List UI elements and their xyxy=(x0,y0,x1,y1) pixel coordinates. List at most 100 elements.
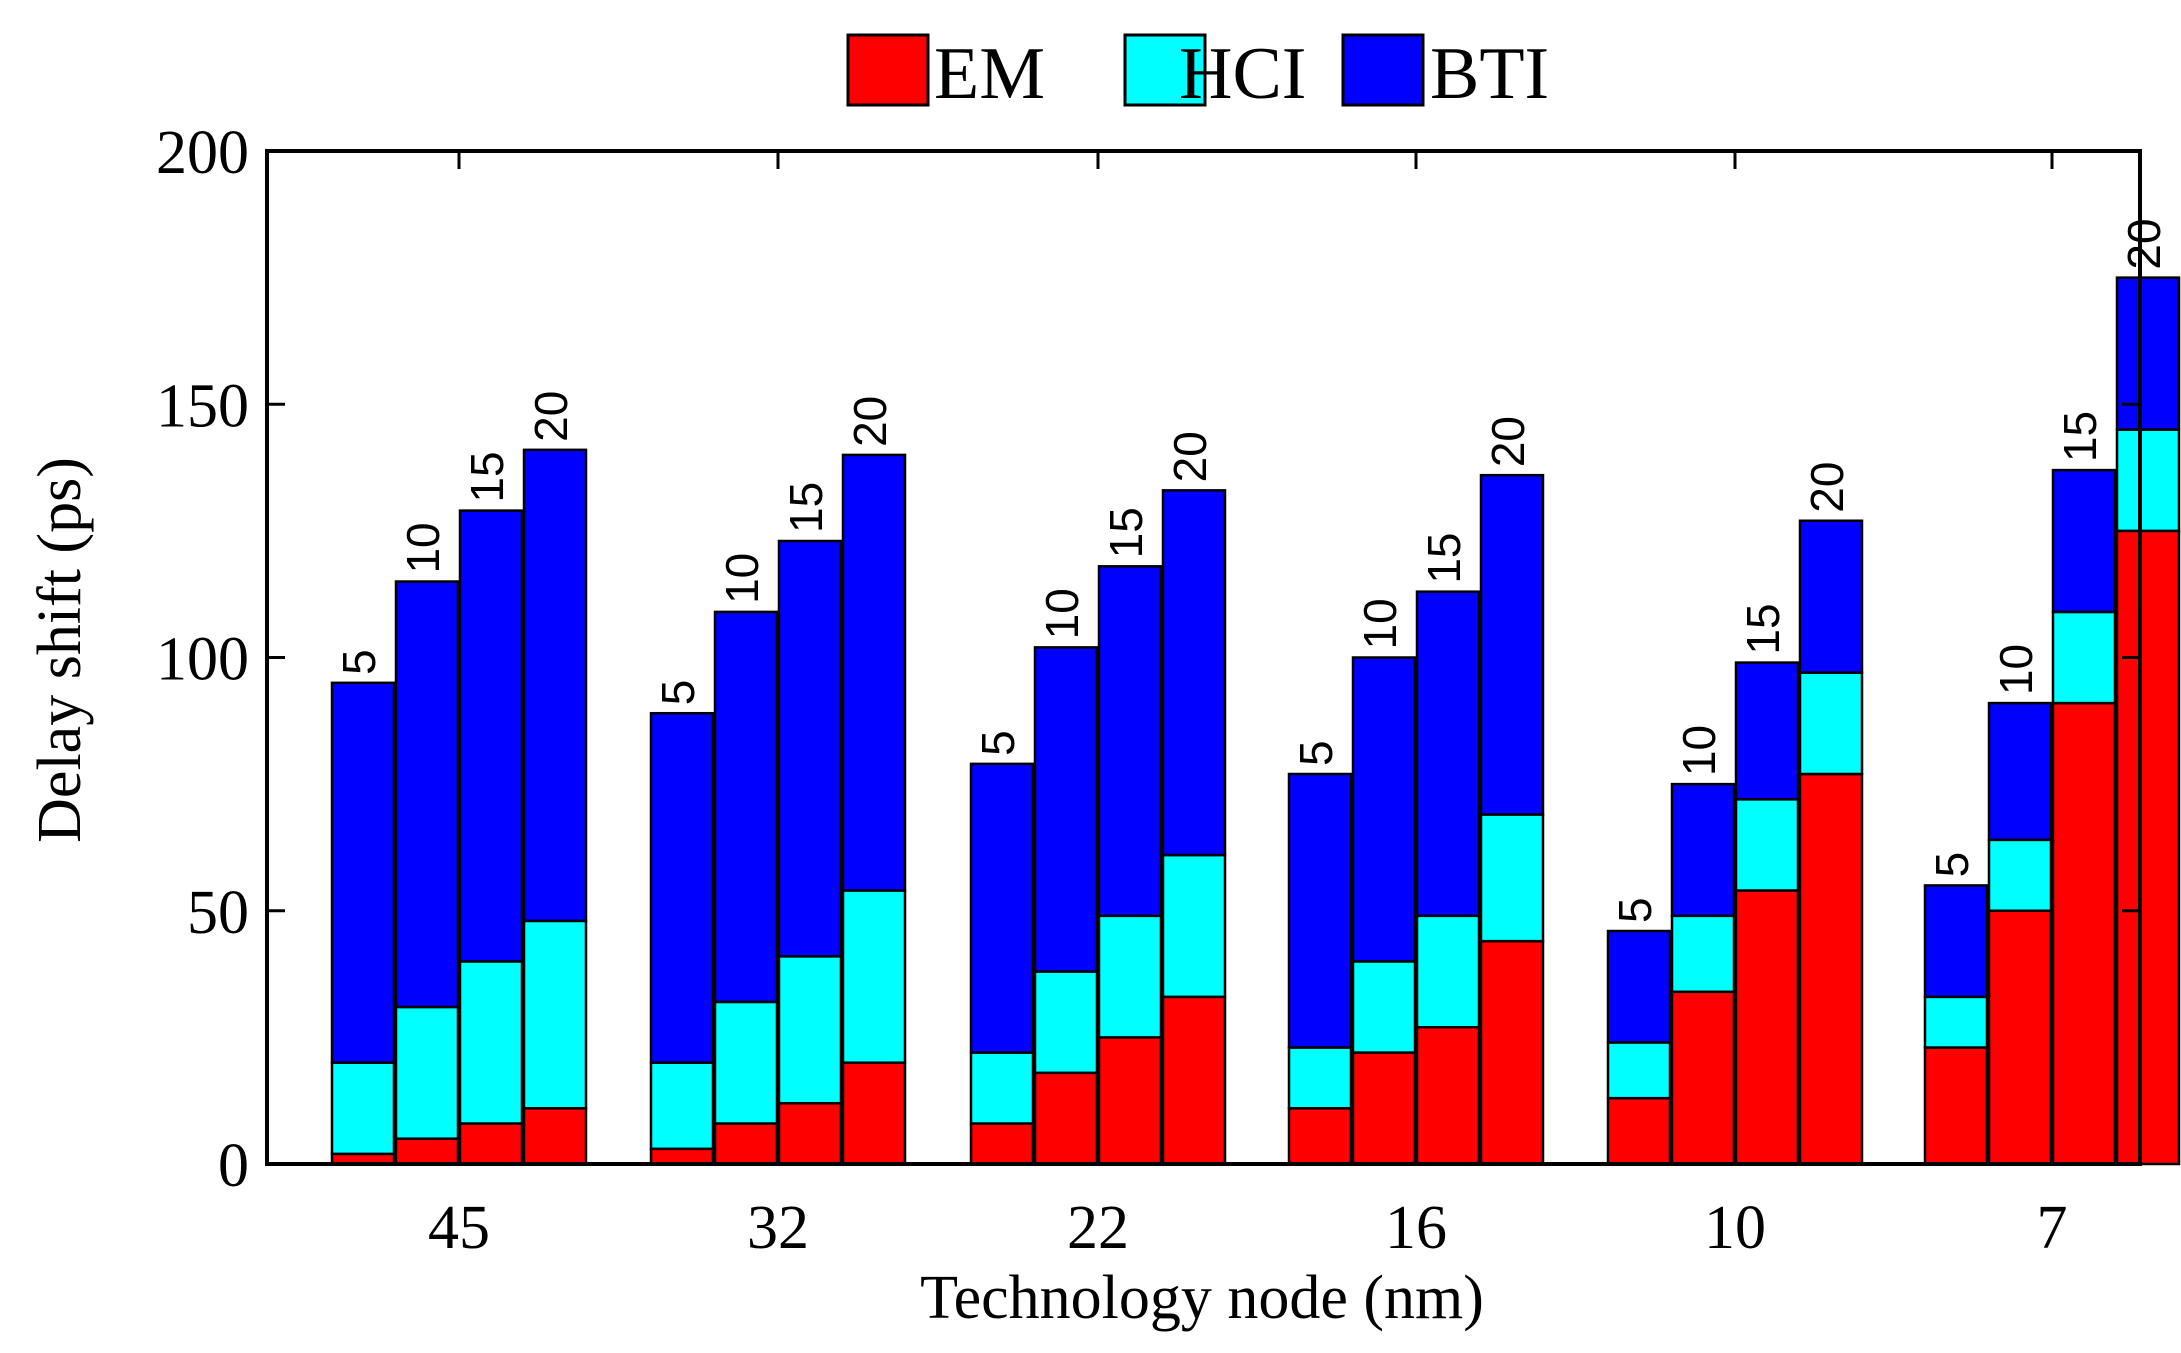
bar-bti-16nm-10 xyxy=(1351,656,1417,963)
bar-label-7nm-10: 10 xyxy=(1990,644,2042,695)
bar-label-10nm-5: 5 xyxy=(1609,897,1661,923)
bar-em-32nm-15 xyxy=(777,1101,843,1166)
bar-hci-16nm-15 xyxy=(1415,914,1481,1029)
bar-em-10nm-15 xyxy=(1734,889,1800,1166)
bar-hci-32nm-15 xyxy=(777,955,843,1105)
bar-label-7nm-15: 15 xyxy=(2054,411,2106,462)
bar-em-45nm-20 xyxy=(522,1107,588,1166)
legend-swatch-hci xyxy=(1123,33,1207,107)
bar-label-22nm-10: 10 xyxy=(1036,588,1088,639)
bar-hci-22nm-10 xyxy=(1033,970,1099,1075)
bar-hci-45nm-20 xyxy=(522,919,588,1110)
bar-bti-10nm-5 xyxy=(1606,929,1672,1044)
bar-bti-45nm-10 xyxy=(394,580,460,1009)
bar-bti-22nm-15 xyxy=(1097,565,1163,918)
bar-bti-32nm-15 xyxy=(777,539,843,958)
y-tick-label: 200 xyxy=(156,119,249,187)
bar-em-32nm-10 xyxy=(713,1122,779,1166)
bar-em-32nm-20 xyxy=(841,1061,907,1166)
bar-label-32nm-10: 10 xyxy=(716,553,768,604)
bar-bti-45nm-20 xyxy=(522,448,588,923)
x-axis: 45 32 22 16 10 7 xyxy=(428,151,2068,1262)
bar-label-22nm-5: 5 xyxy=(972,730,1024,756)
bar-label-10nm-20: 20 xyxy=(1801,462,1853,513)
bar-bti-22nm-20 xyxy=(1161,489,1227,857)
y-axis: 0 50 100 150 200 xyxy=(156,119,2140,1200)
bar-em-7nm-10 xyxy=(1987,909,2053,1166)
bar-hci-16nm-5 xyxy=(1287,1046,1353,1110)
bar-labels: 5101520510152051015205101520510152051015… xyxy=(333,218,2170,923)
bar-hci-7nm-5 xyxy=(1923,995,1989,1049)
bar-label-16nm-5: 5 xyxy=(1290,740,1342,766)
bar-bti-7nm-5 xyxy=(1923,884,1989,999)
x-tick-label-45: 45 xyxy=(428,1194,490,1262)
x-tick-label-10: 10 xyxy=(1704,1194,1766,1262)
bar-hci-45nm-15 xyxy=(458,960,524,1125)
bar-hci-10nm-15 xyxy=(1734,798,1800,892)
bar-hci-22nm-15 xyxy=(1097,914,1163,1039)
bar-bti-45nm-5 xyxy=(330,681,396,1064)
bar-em-10nm-10 xyxy=(1670,990,1736,1166)
bar-label-22nm-15: 15 xyxy=(1100,507,1152,558)
bar-em-7nm-5 xyxy=(1923,1046,1989,1166)
legend: EM HCI BTI xyxy=(846,33,1549,115)
bar-hci-32nm-20 xyxy=(841,889,907,1064)
bar-hci-16nm-20 xyxy=(1479,813,1545,943)
bar-bti-16nm-20 xyxy=(1479,473,1545,816)
bar-bti-7nm-20 xyxy=(2115,276,2181,431)
bar-hci-10nm-20 xyxy=(1798,671,1864,776)
bar-em-45nm-15 xyxy=(458,1122,524,1166)
bar-label-7nm-5: 5 xyxy=(1926,852,1978,878)
bar-em-22nm-10 xyxy=(1033,1071,1099,1166)
bar-hci-45nm-10 xyxy=(394,1005,460,1140)
bar-em-16nm-15 xyxy=(1415,1025,1481,1166)
bar-em-45nm-10 xyxy=(394,1137,460,1166)
bar-hci-10nm-5 xyxy=(1606,1041,1672,1100)
bar-label-32nm-5: 5 xyxy=(652,680,704,706)
bars xyxy=(330,276,2181,1166)
bar-bti-16nm-15 xyxy=(1415,590,1481,918)
legend-label-em: EM xyxy=(934,33,1045,115)
legend-swatch-bti xyxy=(1341,33,1425,107)
x-axis-label: Technology node (nm) xyxy=(920,1264,1484,1332)
bar-bti-22nm-5 xyxy=(969,762,1035,1054)
bar-bti-10nm-20 xyxy=(1798,519,1864,674)
bar-bti-32nm-10 xyxy=(713,610,779,1004)
x-tick-label-7: 7 xyxy=(2037,1194,2068,1262)
bar-bti-16nm-5 xyxy=(1287,772,1353,1049)
bar-em-16nm-20 xyxy=(1479,939,1545,1166)
bar-label-45nm-10: 10 xyxy=(397,522,449,573)
bar-bti-10nm-10 xyxy=(1670,782,1736,918)
bar-hci-10nm-10 xyxy=(1670,914,1736,994)
bar-hci-45nm-5 xyxy=(330,1061,396,1156)
bar-label-45nm-15: 15 xyxy=(461,451,513,502)
x-tick-label-32: 32 xyxy=(747,1194,809,1262)
y-tick-label: 100 xyxy=(156,626,249,694)
legend-label-hci: HCI xyxy=(1179,33,1306,115)
bar-label-32nm-20: 20 xyxy=(844,396,896,447)
bar-em-32nm-5 xyxy=(649,1147,715,1166)
bar-em-7nm-20 xyxy=(2115,529,2181,1166)
legend-swatch-em xyxy=(846,33,930,107)
bar-em-10nm-20 xyxy=(1798,772,1864,1166)
bar-em-22nm-5 xyxy=(969,1122,1035,1166)
bar-label-16nm-20: 20 xyxy=(1482,416,1534,467)
x-tick-label-22: 22 xyxy=(1067,1194,1129,1262)
bar-bti-32nm-20 xyxy=(841,453,907,892)
y-tick-label: 0 xyxy=(218,1132,249,1200)
bar-hci-7nm-20 xyxy=(2115,428,2181,533)
bar-em-16nm-5 xyxy=(1287,1107,1353,1166)
bar-em-7nm-15 xyxy=(2051,701,2117,1166)
bar-bti-7nm-15 xyxy=(2051,468,2117,614)
bar-label-16nm-10: 10 xyxy=(1354,598,1406,649)
bar-label-32nm-15: 15 xyxy=(780,482,832,533)
bar-label-45nm-5: 5 xyxy=(333,649,385,675)
plot-frame xyxy=(265,149,2142,1166)
bar-hci-32nm-10 xyxy=(713,1000,779,1125)
bar-bti-22nm-10 xyxy=(1033,646,1099,973)
bar-label-22nm-20: 20 xyxy=(1164,431,1216,482)
legend-label-bti: BTI xyxy=(1430,33,1549,115)
bar-label-10nm-10: 10 xyxy=(1673,725,1725,776)
bar-hci-32nm-5 xyxy=(649,1061,715,1151)
